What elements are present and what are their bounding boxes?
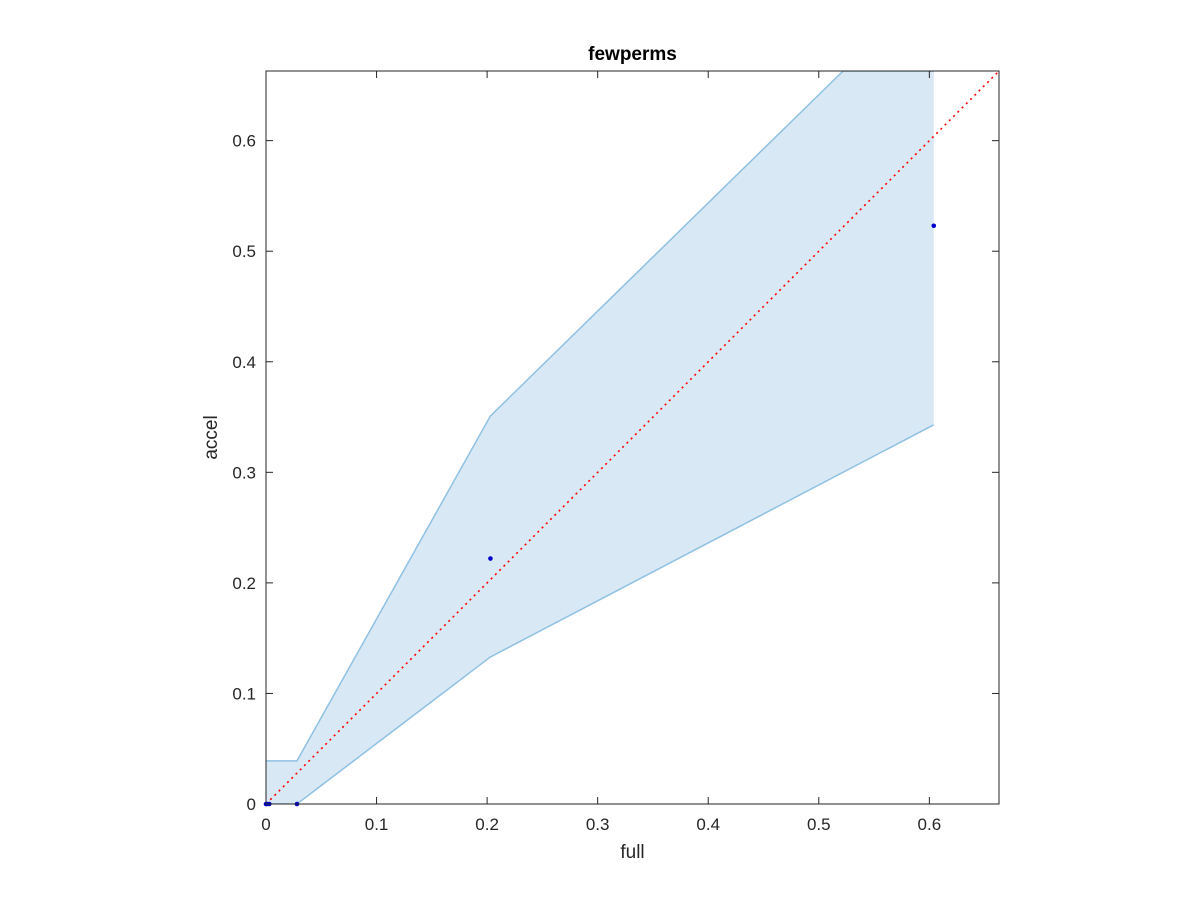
y-axis-ticks: 0 0.1 0.2 0.3 0.4 0.5 0.6 [232, 132, 999, 814]
y-tick-label: 0.2 [232, 574, 256, 593]
x-axis-ticks: 0 0.1 0.2 0.3 0.4 0.5 0.6 [261, 71, 941, 834]
x-tick-label: 0.1 [365, 815, 389, 834]
x-tick-label: 0 [261, 815, 270, 834]
y-tick-label: 0.1 [232, 684, 256, 703]
y-tick-label: 0.5 [232, 242, 256, 261]
x-axis-label: full [620, 842, 644, 863]
chart-title: fewperms [588, 44, 677, 65]
data-point [931, 223, 937, 229]
x-tick-label: 0.5 [807, 815, 831, 834]
x-tick-label: 0.4 [696, 815, 720, 834]
y-tick-label: 0 [247, 795, 256, 814]
band-lower-edge [266, 424, 935, 804]
band-upper-edge [266, 71, 934, 762]
y-axis-label: accel [201, 415, 222, 459]
band-fill [266, 71, 934, 804]
x-tick-label: 0.2 [475, 815, 499, 834]
y-tick-label: 0.6 [232, 132, 256, 151]
y-tick-label: 0.4 [232, 353, 256, 372]
x-tick-label: 0.3 [586, 815, 610, 834]
y-tick-label: 0.3 [232, 463, 256, 482]
x-tick-label: 0.6 [918, 815, 942, 834]
confidence-band [266, 71, 935, 804]
axes-box [265, 70, 1000, 805]
data-point [488, 556, 493, 561]
